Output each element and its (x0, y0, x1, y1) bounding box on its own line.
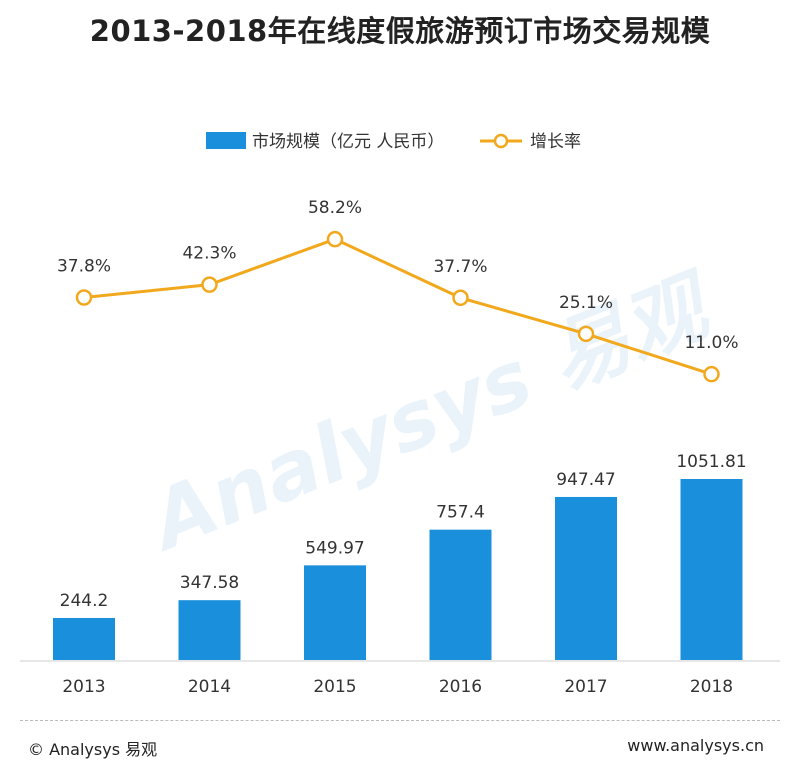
x-tick-2015: 2015 (313, 677, 356, 697)
growth-label-2017: 25.1% (559, 293, 613, 313)
bar-2014 (178, 600, 241, 660)
bar-label-2016: 757.4 (436, 503, 485, 523)
x-tick-2017: 2017 (564, 677, 607, 697)
watermark: Analysys 易观 (133, 257, 728, 569)
bar-label-2018: 1051.81 (676, 452, 746, 472)
footer-divider (20, 720, 780, 721)
growth-label-2013: 37.8% (57, 257, 111, 277)
bar-label-2014: 347.58 (180, 573, 239, 593)
legend: 市场规模（亿元 人民币） 增长率 (206, 132, 581, 152)
bar-2013 (53, 617, 115, 660)
legend-line-marker (493, 133, 509, 149)
growth-point-2013 (75, 289, 93, 306)
bar-label-2015: 549.97 (305, 538, 364, 558)
growth-point-2015 (326, 230, 344, 248)
legend-bar-swatch (206, 132, 246, 149)
bar-2016 (429, 529, 492, 660)
growth-label-2016: 37.7% (433, 257, 487, 277)
growth-point-2017 (577, 325, 595, 343)
growth-label-2014: 42.3% (182, 244, 236, 264)
x-tick-2016: 2016 (439, 677, 482, 697)
svg-text:Analysys 易观: Analysys 易观 (133, 257, 728, 569)
legend-bar-label: 市场规模（亿元 人民币） (252, 132, 444, 152)
footer-website: www.analysys.cn (627, 736, 764, 755)
x-tick-2018: 2018 (690, 677, 733, 697)
growth-rate-line (83, 237, 712, 376)
x-tick-2013: 2013 (62, 677, 105, 697)
growth-label-2015: 58.2% (308, 198, 362, 218)
growth-point-2016 (452, 289, 469, 307)
bar-2015 (304, 565, 366, 660)
x-tick-2014: 2014 (188, 677, 231, 697)
bar-2017 (555, 496, 617, 660)
growth-point-2014 (201, 276, 218, 293)
bar-2018 (680, 479, 743, 660)
footer-copyright: © Analysys 易观 (28, 740, 158, 759)
chart-title: 2013-2018年在线度假旅游预订市场交易规模 (89, 14, 711, 48)
growth-label-2018: 11.0% (684, 333, 738, 353)
legend-line-label: 增长率 (530, 132, 581, 152)
growth-point-2018 (703, 365, 720, 383)
bar-label-2013: 244.2 (60, 591, 109, 611)
bar-label-2017: 947.47 (556, 470, 615, 490)
